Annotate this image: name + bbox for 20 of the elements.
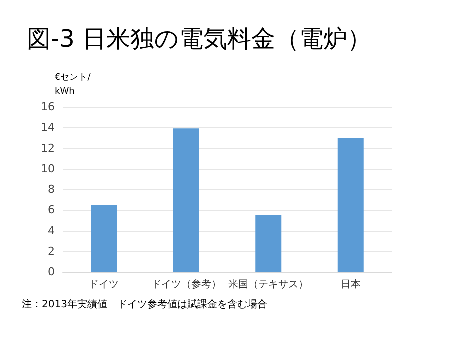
y-tick-label: 8 <box>48 183 55 196</box>
text: 注：2013年実績値 ドイツ参考値は賦課金を含む場合 <box>22 298 268 310</box>
y-tick-label: 14 <box>41 121 55 134</box>
bar <box>256 215 282 272</box>
bar <box>173 128 200 272</box>
bar <box>91 204 118 272</box>
x-tick-label: 米国（テキサス） <box>228 278 309 290</box>
x-tick-label: ドイツ（参考） <box>151 278 222 290</box>
y-tick-label: 10 <box>41 162 55 176</box>
chart-title: 図-3 日米独の電気料金（電炉） <box>27 25 372 53</box>
y-tick-label: 2 <box>48 244 55 258</box>
y-tick-label: 0 <box>48 266 55 278</box>
x-tick-label: 日本 <box>340 278 361 290</box>
y-axis-title: €セント/ kWh <box>55 73 92 97</box>
y-tick-label: 4 <box>48 224 55 238</box>
y-tick-label: 12 <box>41 142 55 155</box>
x-tick-label: ドイツ <box>89 280 120 290</box>
y-tick-label: 16 <box>41 100 55 114</box>
bar <box>338 138 364 272</box>
y-tick-label: 6 <box>48 204 55 217</box>
